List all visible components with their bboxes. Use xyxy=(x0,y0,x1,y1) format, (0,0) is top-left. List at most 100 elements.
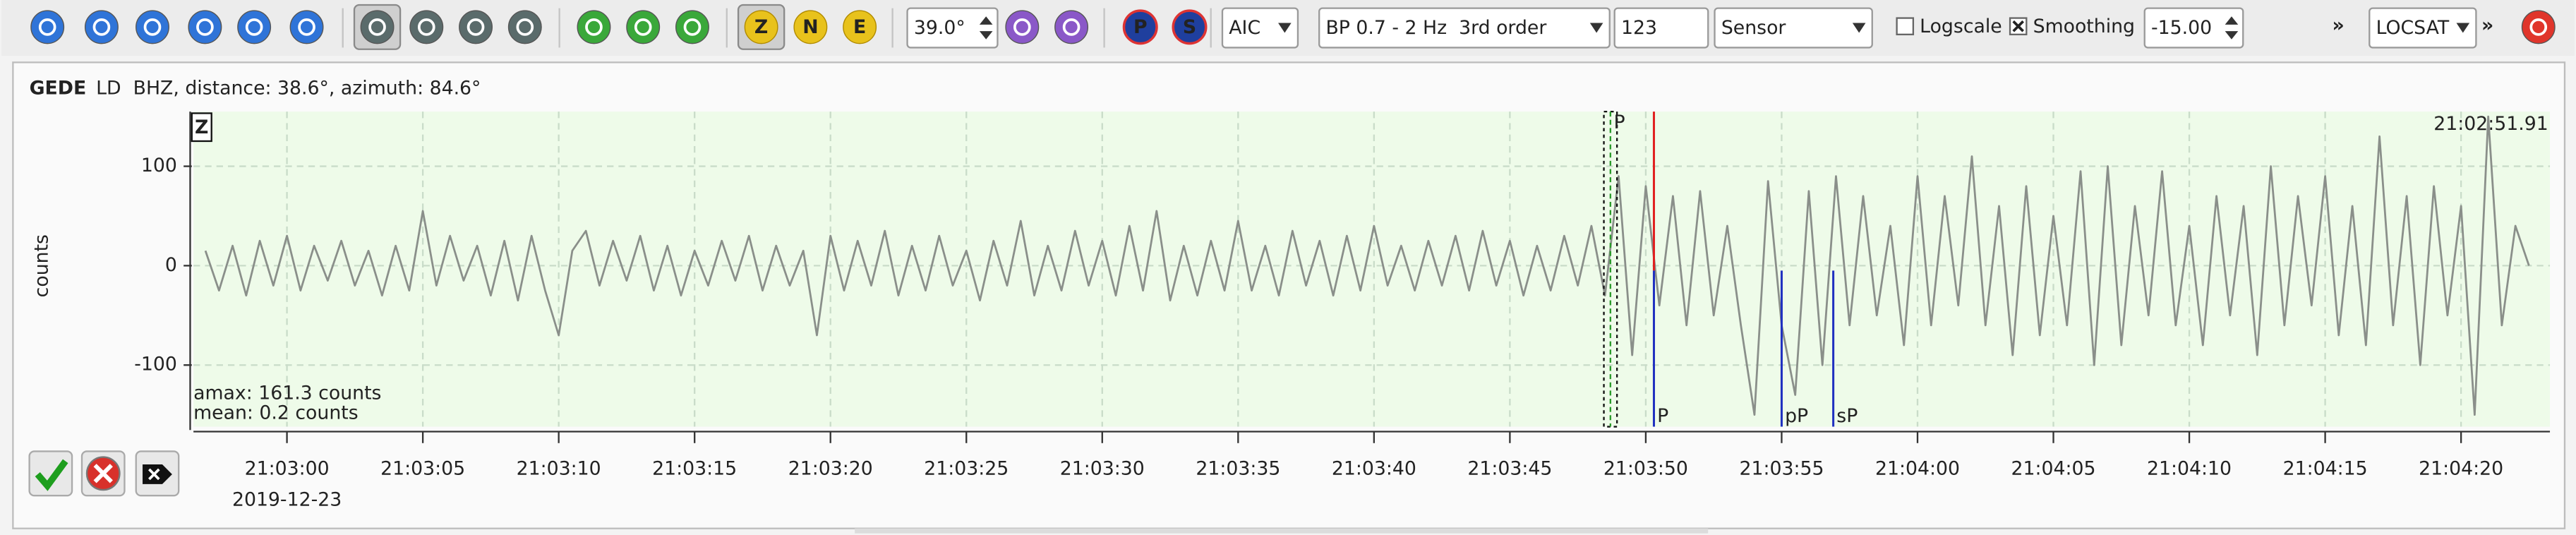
letter-button[interactable]: S xyxy=(1172,9,1208,45)
icon xyxy=(1172,9,1208,45)
resize-handle[interactable] xyxy=(855,528,1709,534)
field xyxy=(1613,7,1709,49)
icon-inner xyxy=(1062,18,1081,36)
letter-button[interactable]: E xyxy=(843,10,877,44)
reject-button[interactable] xyxy=(80,450,126,497)
checkbox[interactable]: Logscale xyxy=(1896,16,2002,37)
rotate-button[interactable] xyxy=(626,10,661,44)
tool-button[interactable] xyxy=(353,4,402,50)
dropdown-arrow xyxy=(1278,23,1292,33)
clear-button[interactable] xyxy=(135,450,180,497)
mean-label: mean: 0.2 counts xyxy=(193,402,359,423)
component-box xyxy=(191,112,212,143)
spin-up xyxy=(2225,16,2239,25)
nav-button[interactable] xyxy=(84,10,119,44)
field xyxy=(1318,7,1611,49)
locator-combo[interactable]: LOCSAT xyxy=(2369,7,2477,49)
x-tick-label: 21:04:05 xyxy=(2011,457,2096,479)
spin-down xyxy=(2225,31,2239,40)
x-tick-label: 21:04:10 xyxy=(2147,457,2232,479)
field-text: Sensor xyxy=(1721,17,1786,39)
filter-combo[interactable]: BP 0.7 - 2 Hz 3rd order xyxy=(1318,7,1611,49)
rotate-button[interactable] xyxy=(675,10,709,44)
rotate-button[interactable] xyxy=(577,10,611,44)
checkbox-label: Smoothing xyxy=(2033,16,2135,37)
dropdown-arrow xyxy=(1589,23,1603,33)
icon xyxy=(1122,9,1158,45)
icon xyxy=(744,10,778,44)
letter-button[interactable]: P xyxy=(1122,9,1158,45)
icon-inner xyxy=(2529,18,2548,36)
method-combo[interactable]: AIC xyxy=(1221,7,1299,49)
filter-button[interactable] xyxy=(1005,10,1040,44)
checkbox[interactable]: Smoothing xyxy=(2009,16,2135,37)
x-tick-label: 21:04:20 xyxy=(2419,457,2503,479)
icon xyxy=(360,10,395,44)
icon xyxy=(793,10,828,44)
overflow-button[interactable]: » xyxy=(2481,15,2493,37)
icon xyxy=(136,10,169,44)
locate-button[interactable] xyxy=(2521,10,2556,44)
field-text: 39.0° xyxy=(914,17,965,39)
ratio-input[interactable]: 39.0° xyxy=(906,7,999,49)
tool-button[interactable] xyxy=(507,10,542,44)
station: GEDE xyxy=(30,77,87,99)
overflow-button[interactable]: » xyxy=(2332,15,2344,37)
checkbox-mark xyxy=(2012,20,2024,32)
icon-inner xyxy=(92,18,111,36)
pick-label: P xyxy=(1657,405,1668,427)
button-label: P xyxy=(1133,16,1148,38)
letter-button[interactable]: N xyxy=(793,10,828,44)
nav-button[interactable] xyxy=(30,10,65,44)
x-tick-label: 21:03:45 xyxy=(1467,457,1552,479)
spin-up xyxy=(979,16,993,25)
x-tick-label: 21:03:15 xyxy=(652,457,737,479)
icon xyxy=(675,10,709,44)
nav-button[interactable] xyxy=(136,10,169,44)
icon-inner xyxy=(467,18,485,36)
field xyxy=(2369,7,2477,49)
time-label: 21:02:51.91 xyxy=(2433,113,2548,135)
icon-inner xyxy=(298,18,315,36)
accept-button[interactable] xyxy=(28,450,73,497)
icon-inner xyxy=(368,18,386,36)
plot-area xyxy=(193,112,2551,427)
icon-inner xyxy=(1013,18,1031,36)
x-tick-label: 21:03:40 xyxy=(1332,457,1416,479)
tool-button[interactable] xyxy=(409,10,444,44)
tool-button[interactable] xyxy=(459,10,493,44)
icon-inner xyxy=(38,18,56,36)
y-tick-label: -100 xyxy=(134,354,177,375)
x-tick-label: 21:03:25 xyxy=(924,457,1009,479)
nav-button[interactable] xyxy=(289,10,324,44)
field-text: LOCSAT xyxy=(2376,17,2450,39)
icon-inner xyxy=(683,18,702,36)
trace-header: GEDE LD BHZ, distance: 38.6°, azimuth: 84… xyxy=(30,77,481,99)
x-tick-label: 21:03:20 xyxy=(788,457,873,479)
unit-combo[interactable]: Sensor xyxy=(1714,7,1873,49)
field-text: -15.00 xyxy=(2151,17,2212,39)
field xyxy=(1221,7,1299,49)
button-label: N xyxy=(802,16,818,38)
field xyxy=(1714,7,1873,49)
x-tick-label: 21:03:05 xyxy=(380,457,465,479)
x-tick-label: 21:03:50 xyxy=(1603,457,1688,479)
date-label: 2019-12-23 xyxy=(232,489,342,511)
button-label: E xyxy=(853,16,866,38)
filter-button[interactable] xyxy=(1054,10,1089,44)
icon xyxy=(289,10,324,44)
count-combo[interactable]: 123 xyxy=(1613,7,1709,49)
icon xyxy=(188,10,222,44)
letter-button[interactable]: Z xyxy=(737,4,786,50)
pick-label: pP xyxy=(1785,405,1808,427)
amax-label: amax: 161.3 counts xyxy=(193,383,381,404)
field-text: AIC xyxy=(1229,17,1260,39)
field-text: BP 0.7 - 2 Hz 3rd order xyxy=(1325,17,1546,39)
nav-button[interactable] xyxy=(237,10,272,44)
smoothing-input[interactable]: -15.00 xyxy=(2143,7,2244,49)
nav-button[interactable] xyxy=(188,10,222,44)
waveform xyxy=(204,115,2530,416)
icon xyxy=(459,10,493,44)
